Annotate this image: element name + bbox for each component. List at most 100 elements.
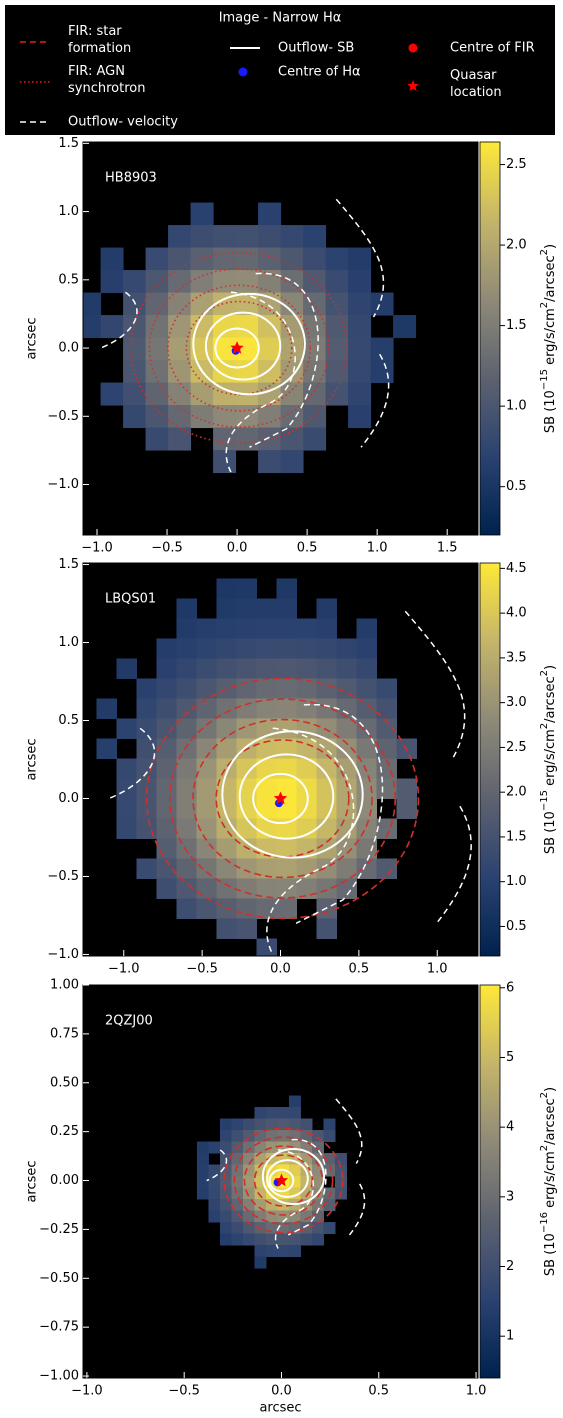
image-pixel bbox=[323, 1130, 336, 1143]
panel: HB8903 −1.0 −0.5 0.0 0.5 1.0 1.5 1.5 1.0 0.5 0.0 −0… bbox=[25, 136, 558, 556]
y-tick-label: −1.00 bbox=[39, 1369, 79, 1384]
image-pixel bbox=[156, 818, 177, 839]
image-pixel bbox=[323, 1118, 336, 1131]
image-pixel bbox=[288, 1095, 301, 1108]
image-pixel bbox=[219, 1130, 232, 1143]
image-pixel bbox=[176, 618, 197, 639]
contours bbox=[100, 198, 390, 473]
image-pixel bbox=[100, 270, 124, 294]
colorbar-tick-label: 5 bbox=[506, 1050, 514, 1065]
image-pixel bbox=[256, 638, 277, 659]
image-pixel bbox=[208, 1199, 221, 1212]
image-pixel bbox=[236, 638, 257, 659]
image-pixel bbox=[116, 658, 137, 679]
y-tick-label: 0.00 bbox=[50, 1173, 79, 1188]
image-pixel bbox=[288, 1233, 301, 1246]
image-pixel bbox=[280, 360, 304, 384]
image-pixel bbox=[176, 758, 197, 779]
image-pixel bbox=[288, 1107, 301, 1120]
image-pixel bbox=[256, 618, 277, 639]
image-pixel bbox=[256, 598, 277, 619]
x-tick-label: 0.5 bbox=[349, 962, 370, 977]
image-pixel bbox=[213, 315, 237, 339]
image-pixel bbox=[265, 1210, 278, 1223]
image-pixel bbox=[242, 1210, 255, 1223]
image-pixel bbox=[288, 1164, 301, 1177]
outflow-velocity-contour bbox=[348, 1183, 366, 1236]
image-pixel bbox=[356, 678, 377, 699]
image-pixel bbox=[336, 638, 357, 659]
image-pixel bbox=[254, 1187, 267, 1200]
image-pixel bbox=[288, 1118, 301, 1131]
image-pixel bbox=[231, 1118, 244, 1131]
y-tick-label: 0.50 bbox=[50, 1075, 79, 1090]
image-pixel bbox=[123, 292, 147, 316]
image-pixel bbox=[242, 1153, 255, 1166]
image-pixel bbox=[370, 337, 394, 361]
image-pixel bbox=[303, 360, 327, 384]
colorbar-label: SB (10−15 erg/s/cm2/arcsec2) bbox=[539, 665, 558, 854]
image-pixel bbox=[216, 818, 237, 839]
image-pixel bbox=[168, 292, 192, 316]
colorbar-tick-label: 1 bbox=[506, 1329, 514, 1344]
colorbar-label-part: /arcsec bbox=[543, 255, 558, 301]
image-pixel bbox=[219, 1222, 232, 1235]
image-pixel bbox=[280, 382, 304, 406]
image-pixel bbox=[323, 1222, 336, 1235]
y-tick-label: 1.5 bbox=[58, 136, 79, 151]
image-pixel bbox=[258, 225, 282, 249]
outflow-velocity-contour bbox=[225, 291, 296, 473]
image-pixel bbox=[258, 427, 282, 451]
image-pixel bbox=[356, 778, 377, 799]
image-pixel bbox=[265, 1153, 278, 1166]
image-pixel bbox=[254, 1107, 267, 1120]
image-pixel bbox=[196, 718, 217, 739]
image-pixel bbox=[356, 858, 377, 879]
image-pixel bbox=[323, 1153, 336, 1166]
image-pixel bbox=[276, 878, 297, 899]
image-pixel bbox=[311, 1141, 324, 1154]
image-pixel bbox=[213, 337, 237, 361]
x-tick-label: −1.0 bbox=[81, 541, 113, 556]
y-tick-label: 0.5 bbox=[58, 272, 79, 287]
x-tick-label: 1.0 bbox=[427, 962, 448, 977]
colorbar-tick-label: 1.0 bbox=[506, 874, 527, 889]
image-pixel bbox=[242, 1118, 255, 1131]
image-pixel bbox=[258, 270, 282, 294]
colorbar-tick-label: 1.0 bbox=[506, 399, 527, 414]
image-pixel bbox=[348, 247, 372, 271]
outflow-velocity-contour bbox=[287, 1138, 327, 1236]
colorbar-label-part: 2 bbox=[539, 249, 550, 255]
panel-title: 2QZJ00 bbox=[105, 1014, 153, 1029]
image-pixel bbox=[219, 1210, 232, 1223]
image-pixel bbox=[208, 1210, 221, 1223]
image-pixel bbox=[176, 738, 197, 759]
x-tick-label: −0.5 bbox=[151, 541, 183, 556]
image-pixel bbox=[296, 878, 317, 899]
image-pixel bbox=[276, 898, 297, 919]
image-pixel bbox=[213, 292, 237, 316]
image-pixel bbox=[288, 1245, 301, 1258]
image-pixel bbox=[296, 658, 317, 679]
image-pixel bbox=[356, 658, 377, 679]
image-pixel bbox=[396, 778, 417, 799]
image-pixel bbox=[336, 738, 357, 759]
image-pixel bbox=[277, 1107, 290, 1120]
colorbar-label-part: erg/s/cm bbox=[543, 1151, 558, 1212]
image-pixel bbox=[196, 758, 217, 779]
outflow-velocity-contour bbox=[206, 1149, 228, 1182]
image-pixel bbox=[296, 698, 317, 719]
image-pixel bbox=[256, 858, 277, 879]
colorbar-tick-label: 3.5 bbox=[506, 650, 527, 665]
x-tick-label: −1.0 bbox=[71, 1384, 103, 1399]
image-pixel bbox=[145, 292, 169, 316]
image-pixel bbox=[168, 247, 192, 271]
outflow-sb-contour bbox=[261, 1147, 326, 1206]
image-pixel bbox=[370, 360, 394, 384]
image-pixel bbox=[296, 738, 317, 759]
image-pixel bbox=[316, 818, 337, 839]
colorbar-tick-label: 1.5 bbox=[506, 829, 527, 844]
image-pixel bbox=[123, 337, 147, 361]
image-pixel bbox=[196, 678, 217, 699]
image-pixel bbox=[156, 758, 177, 779]
